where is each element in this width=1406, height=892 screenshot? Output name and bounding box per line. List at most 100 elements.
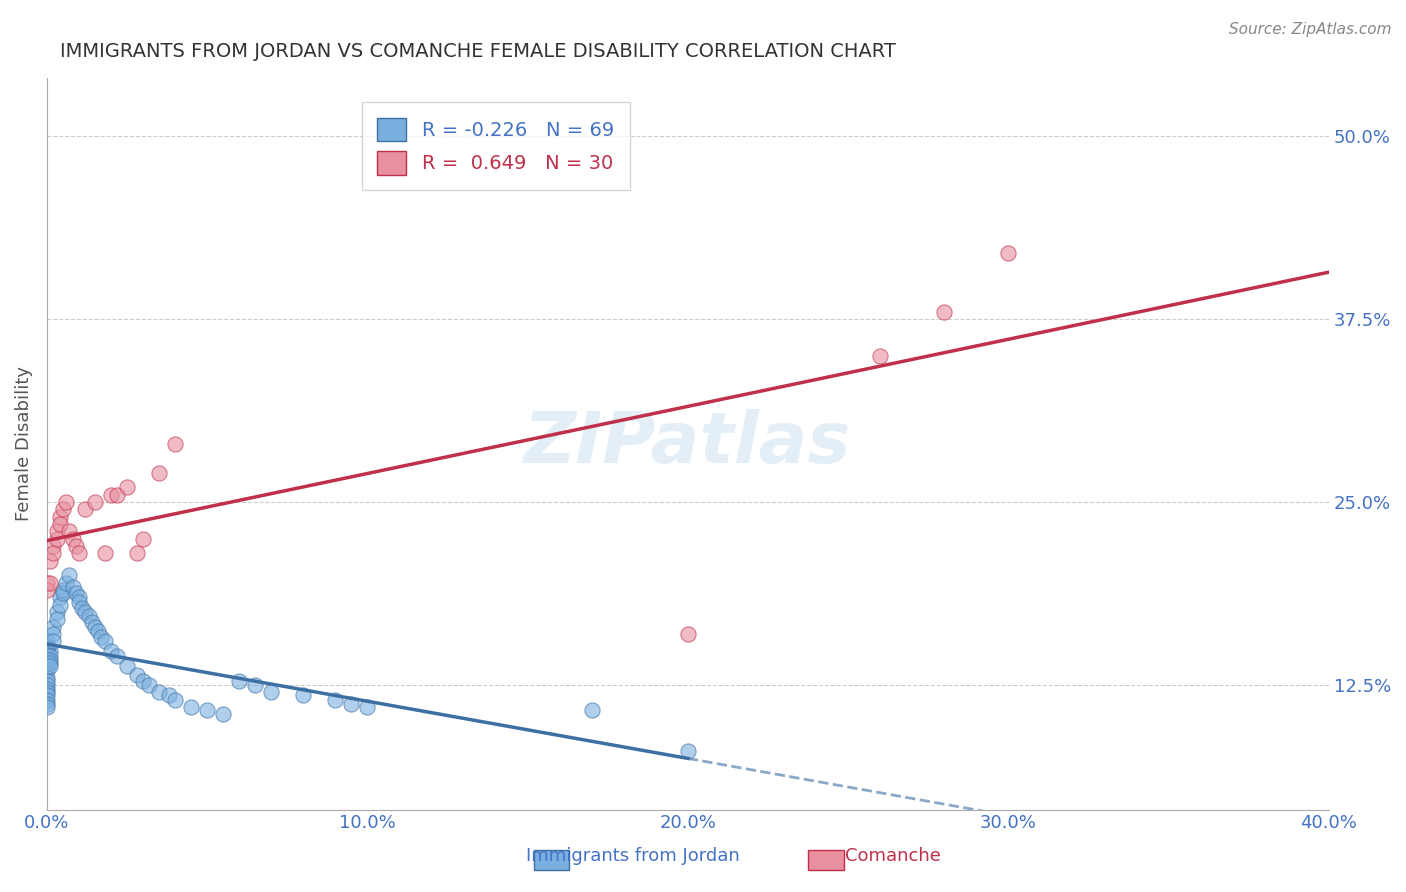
Point [934, 305, 956, 319]
Point [67, 591, 90, 605]
Point [138, 678, 160, 692]
Point [70, 600, 93, 615]
Point [581, 703, 603, 717]
Point [42, 546, 65, 560]
Point [90, 630, 112, 644]
Point [132, 532, 155, 546]
Point [125, 668, 148, 682]
Point [105, 488, 128, 502]
Point [115, 481, 138, 495]
Point [93, 546, 115, 560]
Text: ZIPatlas: ZIPatlas [524, 409, 852, 478]
Point [39, 656, 62, 670]
Point [42, 539, 65, 553]
Point [35, 575, 58, 590]
Point [48, 598, 70, 612]
Point [35, 648, 58, 663]
Point [35, 664, 58, 678]
Point [35, 641, 58, 656]
Point [52, 582, 75, 597]
Point [93, 634, 115, 648]
Point [52, 586, 75, 600]
Point [35, 673, 58, 688]
Point [45, 612, 67, 626]
Point [67, 595, 90, 609]
Point [65, 539, 87, 553]
Point [39, 648, 62, 663]
Point [100, 644, 122, 658]
Point [180, 700, 202, 714]
Point [165, 692, 187, 706]
Point [75, 605, 97, 619]
Point [148, 466, 170, 480]
Point [45, 532, 67, 546]
Point [80, 615, 103, 629]
Point [39, 554, 62, 568]
Point [77, 609, 100, 624]
Point [35, 641, 58, 656]
Point [75, 502, 97, 516]
Point [58, 524, 80, 539]
Point [39, 575, 62, 590]
Point [356, 700, 378, 714]
Point [869, 349, 891, 363]
Point [48, 517, 70, 532]
Point [58, 568, 80, 582]
Point [35, 644, 58, 658]
Point [62, 580, 84, 594]
Point [45, 524, 67, 539]
Point [35, 671, 58, 685]
Text: Immigrants from Jordan: Immigrants from Jordan [526, 847, 740, 865]
Point [676, 627, 699, 641]
Point [35, 582, 58, 597]
Point [65, 586, 87, 600]
Point [35, 639, 58, 653]
Point [84, 495, 107, 509]
Point [195, 703, 218, 717]
Point [165, 436, 187, 450]
Text: IMMIGRANTS FROM JORDAN VS COMANCHE FEMALE DISABILITY CORRELATION CHART: IMMIGRANTS FROM JORDAN VS COMANCHE FEMAL… [59, 42, 896, 61]
Point [45, 605, 67, 619]
Point [997, 246, 1019, 260]
Point [292, 689, 315, 703]
Point [228, 673, 250, 688]
Point [676, 744, 699, 758]
Point [35, 700, 58, 714]
Point [35, 689, 58, 703]
Text: Comanche: Comanche [845, 847, 941, 865]
Y-axis label: Female Disability: Female Disability [15, 366, 32, 521]
Point [35, 648, 58, 663]
Point [48, 509, 70, 524]
Point [84, 619, 107, 633]
Point [35, 697, 58, 711]
Point [148, 685, 170, 699]
Point [39, 653, 62, 667]
Text: Source: ZipAtlas.com: Source: ZipAtlas.com [1229, 22, 1392, 37]
Point [35, 692, 58, 706]
Point [35, 682, 58, 697]
Point [35, 644, 58, 658]
Point [35, 634, 58, 648]
Point [42, 619, 65, 633]
Point [62, 532, 84, 546]
Point [105, 648, 128, 663]
Point [67, 546, 90, 560]
Point [52, 502, 75, 516]
Point [100, 488, 122, 502]
Point [87, 624, 110, 638]
Point [125, 546, 148, 560]
Point [39, 644, 62, 658]
Point [260, 685, 283, 699]
Point [323, 692, 346, 706]
Point [55, 575, 77, 590]
Point [132, 673, 155, 688]
Point [157, 689, 180, 703]
Point [39, 659, 62, 673]
Point [212, 707, 235, 722]
Point [55, 495, 77, 509]
Point [42, 634, 65, 648]
Point [48, 591, 70, 605]
Point [35, 678, 58, 692]
Point [35, 685, 58, 699]
Point [115, 659, 138, 673]
